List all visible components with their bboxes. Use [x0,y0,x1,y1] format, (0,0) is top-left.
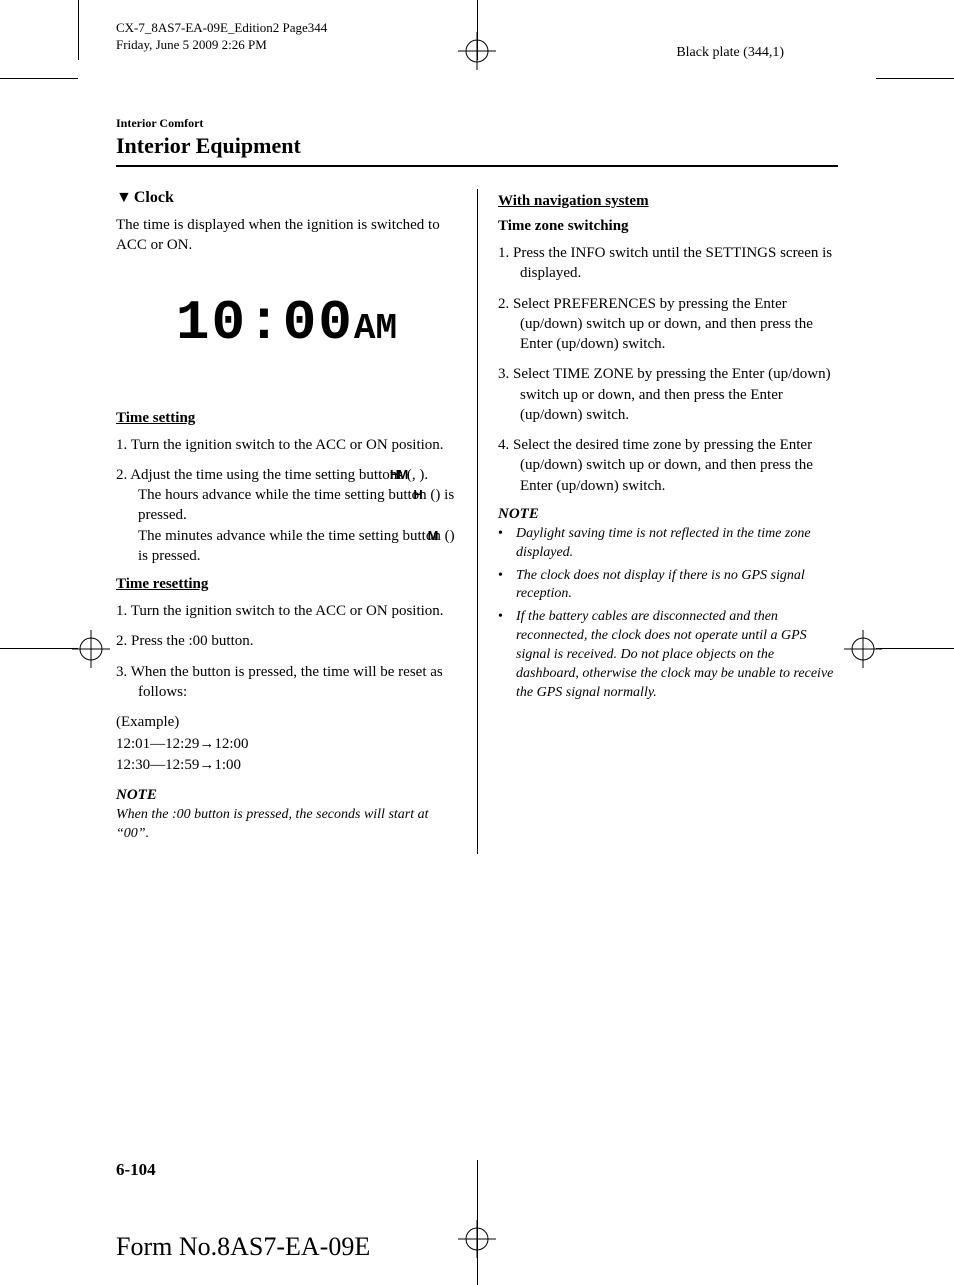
header-slug: CX-7_8AS7-EA-09E_Edition2 Page344 Friday… [116,20,327,54]
time-resetting-steps: Turn the ignition switch to the ACC or O… [116,601,457,702]
step-text: ). [419,467,428,483]
clock-display: 10:00AM [116,291,457,355]
list-item: Daylight saving time is not reflected in… [498,525,838,563]
list-item: When the button is pressed, the time wil… [116,662,457,703]
page-content: Interior Comfort Interior Equipment ▼Clo… [116,116,838,854]
step-text: Select the desired time zone by pressing… [513,437,813,494]
clock-heading-text: Clock [134,189,174,206]
registration-mark-icon [458,32,496,70]
list-item: Press the INFO switch until the SETTINGS… [498,243,838,284]
form-number: Form No.8AS7-EA-09E [116,1232,370,1262]
time-setting-heading: Time setting [116,410,457,427]
breadcrumb: Interior Comfort [116,116,838,131]
page-number: 6-104 [116,1160,156,1180]
list-item: If the battery cables are disconnected a… [498,608,838,702]
note-text: When the :00 button is pressed, the seco… [116,806,457,844]
two-column-layout: ▼Clock The time is displayed when the ig… [116,189,838,854]
example-label: (Example) [116,712,457,732]
tz-steps: Press the INFO switch until the SETTINGS… [498,243,838,496]
bullet-text: Daylight saving time is not reflected in… [516,526,811,560]
list-item: Turn the ignition switch to the ACC or O… [116,435,457,455]
time-resetting-heading: Time resetting [116,576,457,593]
plate-info: Black plate (344,1) [676,45,784,61]
nav-system-heading: With navigation system [498,193,838,210]
title-rule [116,165,838,167]
list-item: Select PREFERENCES by pressing the Enter… [498,294,838,355]
clock-intro: The time is displayed when the ignition … [116,215,457,256]
step-text: The hours advance while the time setting… [138,487,435,503]
step-text: Press the INFO switch until the SETTINGS… [513,245,832,281]
page-title: Interior Equipment [116,133,838,159]
list-item: Adjust the time using the time setting b… [116,465,457,566]
registration-mark-icon [458,1220,496,1258]
registration-mark-icon [844,630,882,668]
list-item: Select the desired time zone by pressing… [498,435,838,496]
crop-mark [0,648,78,649]
triangle-down-icon: ▼ [116,189,132,207]
example-line-1: 12:01―12:29→12:00 [116,734,457,754]
list-item: Press the :00 button. [116,631,457,651]
bullet-text: The clock does not display if there is n… [516,568,805,602]
left-column: ▼Clock The time is displayed when the ig… [116,189,477,854]
clock-heading: ▼Clock [116,189,457,207]
crop-mark [0,78,78,79]
right-column: With navigation system Time zone switchi… [477,189,838,854]
crop-mark [876,648,954,649]
registration-mark-icon [72,630,110,668]
step-text: Turn the ignition switch to the ACC or O… [131,603,444,619]
step-text: Press the :00 button. [131,633,254,649]
clock-time: 10:00 [176,291,354,355]
list-item: Turn the ignition switch to the ACC or O… [116,601,457,621]
slug-line-1: CX-7_8AS7-EA-09E_Edition2 Page344 [116,20,327,37]
note-label: NOTE [116,787,457,804]
slug-line-2: Friday, June 5 2009 2:26 PM [116,37,327,54]
time-setting-steps: Turn the ignition switch to the ACC or O… [116,435,457,567]
step-text: The minutes advance while the time setti… [138,528,450,544]
clock-ampm: AM [354,308,397,349]
example-line-2: 12:30―12:59→1:00 [116,755,457,775]
list-item: Select TIME ZONE by pressing the Enter (… [498,364,838,425]
note-bullets: Daylight saving time is not reflected in… [498,525,838,703]
tz-switching-heading: Time zone switching [498,218,838,235]
crop-mark [876,78,954,79]
step-text: Select PREFERENCES by pressing the Enter… [513,296,813,353]
step-text: Adjust the time using the time setting b… [130,467,412,483]
list-item: The clock does not display if there is n… [498,567,838,605]
bullet-text: If the battery cables are disconnected a… [516,609,833,700]
step-text: Select TIME ZONE by pressing the Enter (… [513,366,831,423]
note-label: NOTE [498,506,838,523]
crop-mark [78,0,79,60]
step-text: When the button is pressed, the time wil… [131,664,443,700]
step-text: Turn the ignition switch to the ACC or O… [131,437,444,453]
